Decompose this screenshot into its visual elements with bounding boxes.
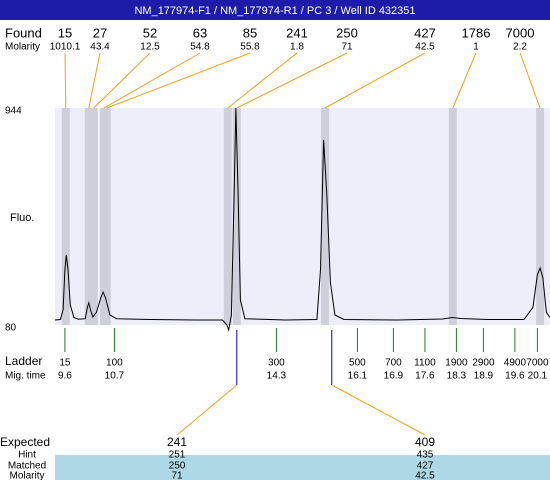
ladder-time: 9.6 [58,371,72,382]
found-size: 427 [414,25,436,40]
ladder-time: 16.9 [384,371,404,382]
plot-area [55,108,550,325]
expected-label: Expected [0,435,50,449]
found-molarity: 1 [473,42,479,53]
found-molarity: 2.2 [513,42,527,53]
expected-size: 409 [415,435,435,449]
found-molarity: 42.5 [415,42,435,53]
found-size: 63 [193,25,207,40]
found-connector [106,52,251,109]
ladder-size: 500 [349,358,366,369]
peak-band [321,108,329,325]
ladder-time: 16.1 [348,371,368,382]
ladder-size: 300 [268,358,285,369]
found-size: 1786 [462,25,491,40]
hint-value: 435 [417,450,434,461]
expected-connector [331,384,426,436]
matched-value: 427 [417,461,434,472]
found-connector [452,52,477,109]
found-connector [93,52,151,109]
ladder-time: 18.9 [474,371,494,382]
ladder-time: 10.7 [105,371,125,382]
peak-band [536,108,545,325]
peak-band [448,108,457,325]
ladder-size: 15 [59,358,71,369]
molarity-value: 71 [171,471,183,480]
found-connector [236,52,348,109]
found-size: 250 [336,25,358,40]
found-size: 85 [243,25,257,40]
found-connector [88,52,101,109]
found-connector [64,52,67,109]
trace [54,107,550,332]
title: NM_177974-F1 / NM_177974-R1 / PC 3 / Wel… [134,5,415,17]
ladder-size: 100 [106,358,123,369]
found-connector [103,52,201,109]
peak-band [61,108,70,325]
hint-label: Hint [18,450,36,461]
found-molarity: 12.5 [140,42,160,53]
peak-band [84,108,93,325]
ladder-size: 2900 [472,358,495,369]
ladder-time: 20.1 [528,371,548,382]
found-size: 7000 [506,25,535,40]
ladder-time-label: Mig. time [5,371,46,382]
ladder-time: 18.3 [447,371,467,382]
ladder-size: 1100 [414,358,436,369]
found-molarity: 1010.1 [50,42,81,53]
found-molarity: 54.8 [190,42,210,53]
ladder-label: Ladder [5,354,42,368]
ladder-size: 700 [385,358,402,369]
matched-value: 250 [169,461,186,472]
found-size: 52 [143,25,157,40]
title-bar [0,0,550,20]
ladder-time: 14.3 [267,371,287,382]
found-size: 15 [58,25,72,40]
matched-highlight [55,455,550,480]
y-tick-label: 80 [5,323,17,334]
ladder-size: 4900 [504,358,527,369]
ladder-time: 19.6 [505,371,525,382]
found-molarity: 55.8 [240,42,260,53]
found-connector [519,52,541,109]
found-molarity: 1.8 [290,42,304,53]
found-molarity: 71 [341,42,353,53]
expected-size: 241 [167,435,187,449]
found-size: 241 [286,25,308,40]
molarity-value: 42.5 [415,471,435,480]
found-size: 27 [93,25,107,40]
ladder-time: 17.6 [415,371,435,382]
found-molarity: 43.4 [90,42,110,53]
molarity-label: Molarity [9,471,44,480]
peak-band [223,108,232,325]
peak-band [232,108,241,325]
y-tick-label: 944 [5,106,22,117]
found-label: Found [5,25,42,40]
peak-band [102,108,111,325]
y-axis-label: Fluo. [10,212,34,224]
found-molarity-label: Molarity [5,42,40,53]
matched-label: Matched [8,461,46,472]
peak-band [89,108,98,325]
found-connector [324,52,426,109]
ladder-size: 7000 [526,358,549,369]
found-connector [227,52,298,109]
expected-connector [176,384,238,436]
ladder-size: 1900 [445,358,468,369]
hint-value: 251 [169,450,186,461]
